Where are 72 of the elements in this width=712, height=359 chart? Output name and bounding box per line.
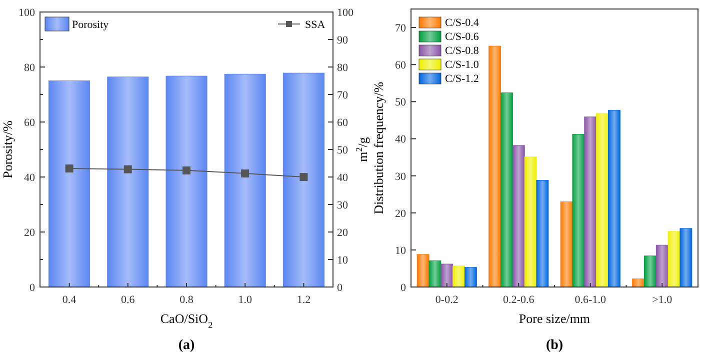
y-tick-label: 20 — [395, 208, 406, 220]
bar — [452, 266, 465, 288]
y2-tick-label: 20 — [337, 227, 348, 239]
legend-label: Porosity — [72, 19, 110, 31]
point — [300, 173, 308, 181]
legend-label: C/S-0.6 — [445, 31, 480, 43]
bar — [560, 201, 573, 288]
bar — [656, 244, 668, 288]
y-tick-label: 30 — [395, 170, 406, 183]
y-axis-title: Distribution frequency/% — [371, 82, 386, 214]
bar — [500, 92, 513, 288]
y-axis-title: Porosity/% — [0, 120, 15, 178]
point — [65, 164, 74, 172]
y-tick-label: 70 — [395, 22, 406, 35]
y2-tick-label: 80 — [337, 62, 348, 74]
bar — [464, 267, 477, 288]
bar — [524, 156, 537, 288]
y-tick-label: 40 — [395, 134, 406, 146]
y2-tick-label: 90 — [337, 34, 348, 46]
point — [241, 169, 250, 178]
bar — [536, 180, 549, 288]
y2-tick-label: 60 — [337, 117, 348, 129]
bar — [596, 113, 608, 288]
y2-tick-label: 30 — [337, 200, 348, 212]
point — [182, 166, 190, 174]
text: (b) — [546, 338, 564, 353]
y2-tick-label: 10 — [337, 254, 348, 266]
x-tick-label: 0.4 — [62, 294, 77, 306]
legend-label: C/S-1.0 — [445, 59, 480, 71]
bar — [440, 264, 454, 288]
point — [124, 165, 132, 174]
y2-tick-label: 70 — [337, 90, 348, 102]
y-tick-label: 0 — [30, 282, 36, 294]
x-axis-title: CaO/SiO$_{2}$ — [160, 311, 214, 330]
legend-label: SSA — [305, 19, 326, 31]
bar — [512, 145, 525, 288]
x-tick-label: 0.6 — [121, 294, 136, 306]
bar — [584, 116, 597, 288]
bar — [632, 278, 645, 288]
bar — [668, 231, 680, 288]
bar — [428, 260, 442, 288]
bar — [572, 134, 585, 288]
y-tick-label: 100 — [18, 7, 36, 19]
legend-label: C/S-1.2 — [445, 73, 479, 85]
y-tick-label: 50 — [395, 96, 406, 109]
x-tick-label: 1.2 — [296, 294, 311, 306]
y2-tick-label: 40 — [337, 172, 348, 184]
bar — [680, 228, 692, 288]
x-tick-label: 0-0.2 — [435, 294, 458, 306]
bar — [608, 110, 620, 288]
y-tick-label: 80 — [24, 62, 36, 74]
x-tick-label: 1.0 — [238, 294, 252, 306]
y-tick-label: 0 — [400, 282, 406, 294]
bar — [416, 254, 430, 288]
x-tick-label: 0.2-0.6 — [503, 294, 535, 306]
bar — [644, 256, 656, 288]
legend-label: C/S-0.4 — [445, 17, 480, 29]
y-tick-label: 10 — [395, 244, 406, 257]
y-tick-label: 20 — [24, 227, 36, 239]
text: (a) — [178, 338, 195, 353]
y-tick-label: 60 — [24, 117, 36, 129]
x-tick-label: 0.8 — [180, 294, 194, 306]
y2-tick-label: 0 — [337, 282, 343, 294]
y2-tick-label: 50 — [337, 144, 348, 156]
bar — [488, 46, 502, 288]
y-tick-label: 40 — [24, 172, 36, 184]
x-tick-label: 0.6-1.0 — [574, 294, 606, 306]
legend-label: C/S-0.8 — [445, 45, 480, 57]
x-tick-label: >1.0 — [652, 294, 673, 306]
y2-tick-label: 100 — [337, 7, 354, 19]
y-tick-label: 60 — [395, 60, 406, 72]
x-axis-title: Pore size/mm — [518, 311, 590, 326]
